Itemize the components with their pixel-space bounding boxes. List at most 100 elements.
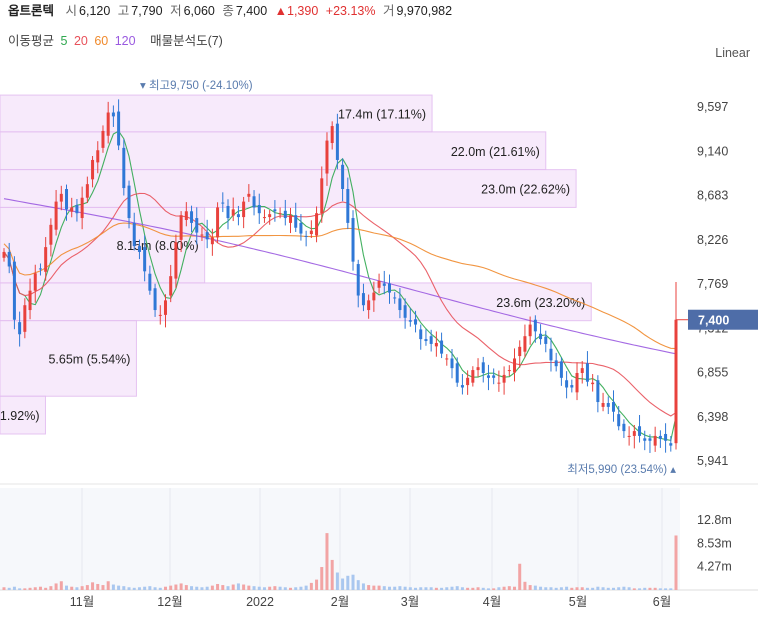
candle-body — [85, 184, 89, 198]
candle-body — [273, 209, 277, 212]
volume-profile-bar — [0, 395, 46, 435]
max-price-marker: ▾ 최고9,750 (-24.10%) — [140, 79, 253, 92]
low-value: 6,060 — [183, 4, 215, 18]
candle-body — [28, 290, 32, 311]
candle-body — [283, 210, 287, 219]
volume-bar — [299, 586, 303, 590]
volume-bar — [377, 585, 381, 590]
volume-bar — [44, 587, 48, 590]
high-label: 고 — [117, 4, 130, 18]
volume-bar — [247, 585, 251, 590]
candle-body — [23, 305, 27, 332]
volume-bar — [486, 588, 490, 590]
candle-body — [669, 443, 673, 446]
volume-bar — [148, 586, 152, 590]
candle-body — [419, 329, 423, 340]
volume-bar — [190, 586, 194, 590]
volume-bar — [80, 586, 84, 590]
candle-body — [471, 370, 475, 383]
candle-body — [221, 202, 225, 204]
candle-body — [393, 297, 397, 299]
volume-label: 거 — [382, 4, 395, 18]
volume-bar — [408, 587, 412, 590]
volume-bar — [429, 587, 433, 590]
candle-body — [226, 205, 230, 219]
candle-body — [611, 402, 615, 412]
candle-body — [148, 273, 152, 291]
candle-body — [179, 215, 183, 240]
candle-body — [80, 197, 84, 219]
candle-body — [533, 319, 537, 332]
candle-body — [304, 235, 308, 237]
volume-bar — [554, 587, 558, 590]
volume-bar — [539, 586, 543, 590]
change-percent: +23.13% — [325, 4, 376, 18]
candle-body — [195, 218, 199, 233]
volume-bar — [622, 586, 626, 590]
volume-bar — [466, 587, 470, 590]
volume-bar — [643, 587, 647, 590]
volume-bar — [664, 588, 668, 590]
volume-bar — [75, 587, 79, 590]
volume-bar — [195, 586, 199, 590]
volume-bar — [523, 581, 527, 590]
candle-body — [184, 211, 188, 220]
candle-body — [132, 222, 136, 247]
x-tick-label: 12월 — [157, 595, 182, 609]
volume-bar — [434, 587, 438, 590]
close-label: 종 — [222, 4, 234, 18]
volume-bar — [205, 586, 209, 590]
volume-bar — [184, 585, 188, 590]
volume-bar — [460, 587, 464, 590]
candle-body — [101, 130, 105, 148]
candle-body — [429, 336, 433, 344]
candle-body — [200, 234, 204, 236]
volume-bar — [143, 586, 147, 590]
ma-title: 이동평균 — [8, 34, 55, 48]
candle-body — [38, 268, 42, 270]
candle-body — [617, 414, 621, 427]
volume-bar — [591, 587, 595, 590]
volume-profile-bar — [0, 282, 592, 322]
candle-body — [278, 213, 282, 215]
volume-bar — [653, 587, 657, 590]
change-value: ▲1,390 — [274, 4, 319, 18]
volume-bar — [481, 587, 485, 590]
ma-line — [3, 192, 677, 417]
price-tick-label: 8,226 — [697, 233, 728, 247]
volume-tick-label: 12.8m — [697, 513, 732, 527]
volume-bar — [153, 587, 157, 590]
volume-bar — [596, 586, 600, 590]
volume-bar — [440, 587, 444, 590]
volume-bar — [570, 587, 574, 590]
candle-body — [539, 333, 543, 340]
volume-bar — [611, 587, 615, 590]
volume-bar — [221, 585, 225, 590]
candle-body — [382, 283, 386, 286]
open-label: 시 — [65, 4, 78, 18]
candle-body — [643, 438, 647, 441]
volume-bar — [278, 586, 282, 590]
candle-body — [460, 385, 464, 388]
volume-bar — [403, 586, 407, 590]
candle-body — [632, 431, 636, 436]
candle-body — [12, 261, 16, 320]
volume-bar — [268, 586, 272, 590]
volume-bar — [174, 584, 178, 590]
volume-bar — [565, 586, 569, 590]
volume-bar — [335, 572, 339, 590]
volume-bar — [627, 587, 631, 590]
stock-name: 옵트론텍 — [8, 4, 55, 18]
candle-body — [252, 196, 256, 208]
volume-bar — [518, 563, 522, 590]
x-tick-label: 11월 — [70, 595, 94, 609]
scale-toggle[interactable]: Linear — [715, 46, 750, 60]
candle-body — [315, 213, 319, 236]
volume-bar — [387, 586, 391, 590]
candle-body — [294, 215, 298, 228]
volume-bar — [513, 586, 517, 590]
candle-body — [153, 288, 157, 311]
volume-bar — [96, 583, 100, 590]
volume-bar — [226, 586, 230, 590]
